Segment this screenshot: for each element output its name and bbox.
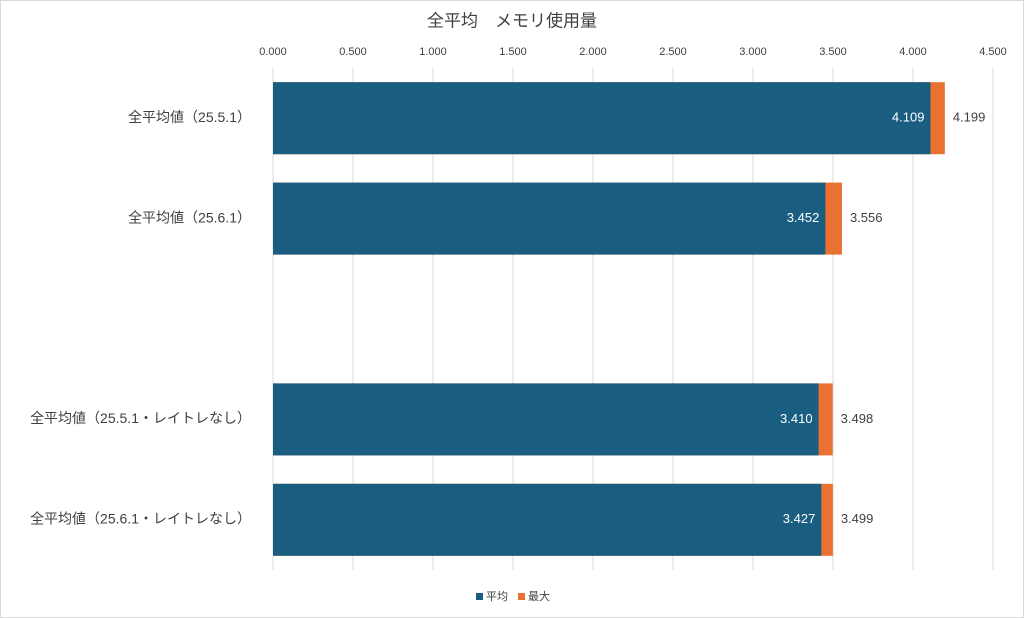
- chart-title: 全平均 メモリ使用量: [427, 10, 597, 30]
- data-label: 4.199: [953, 110, 986, 125]
- x-tick-label: 3.000: [739, 46, 767, 58]
- bar: [273, 483, 822, 556]
- legend-swatch: [518, 593, 525, 600]
- bar: [273, 383, 819, 456]
- y-tick-label: 全平均値（25.6.1）: [128, 209, 251, 225]
- x-tick-label: 3.500: [819, 46, 847, 58]
- legend-label: 最大: [528, 589, 550, 603]
- data-label: 3.498: [841, 411, 874, 426]
- x-tick-label: 1.500: [499, 46, 527, 58]
- x-tick-label: 4.000: [899, 46, 927, 58]
- y-tick-label: 全平均値（25.6.1・レイトレなし）: [30, 511, 251, 527]
- data-label: 4.109: [892, 110, 925, 125]
- data-label: 3.499: [841, 511, 874, 526]
- x-tick-label: 4.500: [979, 46, 1007, 58]
- x-tick-label: 2.500: [659, 46, 687, 58]
- y-tick-label: 全平均値（25.5.1・レイトレなし）: [30, 410, 251, 426]
- legend-label: 平均: [486, 590, 508, 603]
- x-tick-label: 1.000: [419, 46, 447, 58]
- data-label: 3.556: [850, 210, 883, 225]
- x-tick-label: 0.500: [339, 46, 367, 58]
- data-label: 3.410: [780, 411, 813, 426]
- data-label: 3.427: [783, 511, 816, 526]
- legend-swatch: [476, 593, 483, 600]
- bar: [273, 182, 826, 255]
- x-tick-label: 2.000: [579, 46, 607, 58]
- bar: [273, 82, 931, 155]
- y-tick-label: 全平均値（25.5.1）: [128, 109, 251, 125]
- x-tick-label: 0.000: [259, 46, 287, 58]
- data-label: 3.452: [787, 210, 820, 225]
